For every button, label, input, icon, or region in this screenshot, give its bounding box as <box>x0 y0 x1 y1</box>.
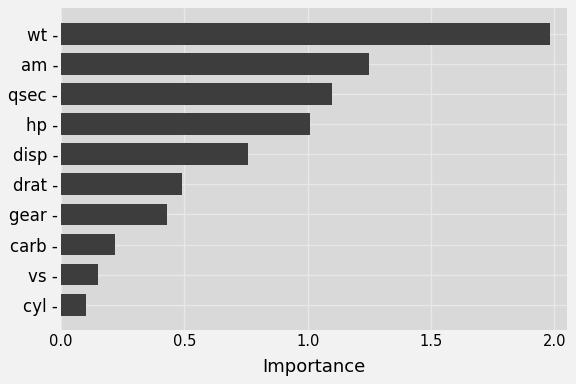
X-axis label: Importance: Importance <box>262 358 365 376</box>
Bar <box>61 174 182 195</box>
Bar <box>61 113 310 135</box>
Bar <box>61 294 86 316</box>
Bar <box>61 264 98 285</box>
Bar <box>61 204 167 225</box>
Bar <box>61 53 369 75</box>
Bar <box>61 234 115 255</box>
Bar <box>61 23 550 45</box>
Bar <box>61 83 332 105</box>
Bar <box>61 143 248 165</box>
